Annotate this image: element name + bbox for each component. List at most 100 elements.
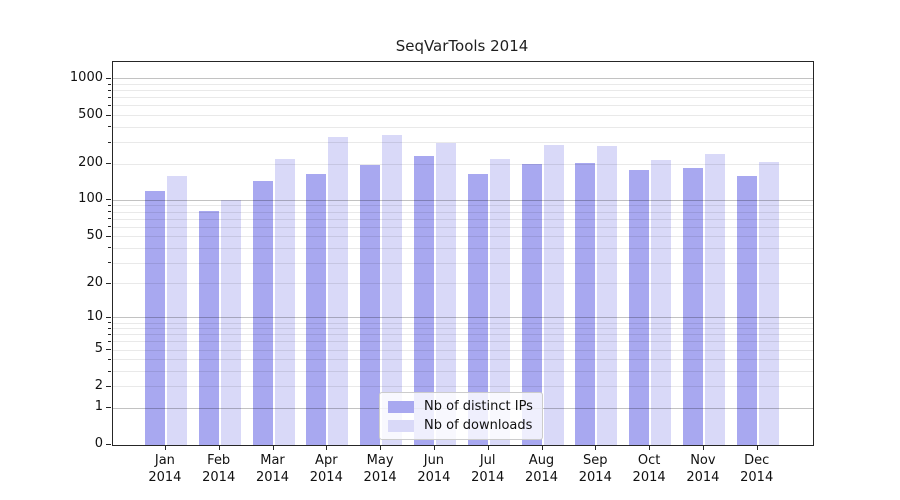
x-tick-mark-aug [541,445,543,450]
x-tick-mark-jul [487,445,489,450]
bar-downloads-jul [489,158,510,445]
y-minor-tick-mark-30 [108,262,111,264]
x-tick-mark-may [380,445,382,450]
legend-swatch-downloads [388,419,414,432]
y-tick-label-100: 100 [78,191,103,207]
y-tick-mark-20 [106,282,111,284]
grid-line-400 [113,126,813,128]
x-tick-mark-apr [326,445,328,450]
grid-line-9 [113,322,813,324]
grid-line-800 [113,90,813,92]
y-tick-label-20: 20 [86,274,103,290]
y-minor-tick-mark-90 [108,204,111,206]
x-tick-mark-nov [702,445,704,450]
bar-ips-mar [252,180,273,445]
y-tick-label-2: 2 [94,377,103,393]
x-tick-label-apr: Apr 2014 [309,453,343,485]
y-tick-mark-100 [106,199,111,201]
bar-ips-jan [144,190,165,445]
plot-area: Nb of distinct IPs Nb of downloads [112,61,814,446]
y-tick-label-200: 200 [78,155,103,170]
x-tick-mark-jun [433,445,435,450]
bar-downloads-jun [435,142,456,445]
bar-ips-apr [306,174,327,445]
y-tick-mark-1000 [106,77,111,79]
bar-ips-sep [575,162,596,445]
x-tick-mark-sep [595,445,597,450]
grid-line-40 [113,247,813,249]
grid-line-600 [113,105,813,107]
y-minor-tick-mark-6 [108,340,111,342]
bar-downloads-jan [166,175,187,445]
grid-line-700 [113,97,813,99]
y-tick-mark-200 [106,163,111,164]
x-tick-label-feb: Feb 2014 [202,453,236,485]
bar-ips-nov [682,168,703,445]
y-tick-mark-5 [106,349,111,351]
bar-downloads-dec [758,161,779,445]
grid-line-60 [113,226,813,228]
x-tick-mark-oct [649,445,651,450]
x-tick-label-nov: Nov 2014 [686,453,720,485]
legend-label-distinct-ips: Nb of distinct IPs [424,399,533,414]
bar-ips-oct [629,169,650,445]
bar-ips-jun [413,155,434,445]
grid-line-20 [113,283,813,285]
grid-line-90 [113,205,813,207]
chart-title: SeqVarTools 2014 [395,37,529,55]
grid-line-6 [113,341,813,343]
legend-label-downloads: Nb of downloads [424,418,533,433]
y-minor-tick-mark-80 [108,211,111,213]
grid-line-3 [113,371,813,373]
x-tick-label-aug: Aug 2014 [524,453,559,485]
y-minor-tick-mark-40 [108,247,111,249]
x-tick-mark-mar [272,445,274,450]
grid-line-80 [113,211,813,213]
y-minor-tick-mark-9 [108,322,111,323]
legend-swatch-distinct-ips [388,400,414,413]
grid-line-1000 [113,78,813,80]
y-minor-tick-mark-700 [108,96,111,98]
bar-ips-aug [521,164,542,445]
legend-item-downloads: Nb of downloads [380,418,542,434]
y-tick-mark-50 [106,235,111,237]
y-tick-label-500: 500 [78,106,103,122]
y-minor-tick-mark-800 [108,89,111,91]
grid-line-900 [113,84,813,86]
grid-line-5 [113,349,813,351]
bar-ips-jul [467,174,488,445]
y-minor-tick-mark-70 [108,218,111,220]
y-minor-tick-mark-300 [108,141,111,143]
grid-line-7 [113,334,813,336]
bar-downloads-may [382,135,403,445]
y-tick-mark-0 [106,444,111,445]
x-tick-label-jul: Jul 2014 [471,453,505,485]
y-tick-label-10: 10 [86,308,103,324]
bar-downloads-mar [274,158,295,445]
grid-line-100 [113,199,813,201]
y-tick-label-1: 1 [94,399,103,415]
bar-ips-may [360,165,381,445]
x-tick-mark-feb [218,445,220,450]
x-tick-label-may: May 2014 [363,453,397,485]
grid-line-4 [113,359,813,361]
bar-downloads-feb [220,200,241,445]
grid-line-10 [113,317,813,319]
y-minor-tick-mark-3 [108,370,111,372]
bar-downloads-nov [704,154,725,445]
y-tick-mark-500 [106,114,111,116]
grid-line-70 [113,218,813,220]
grid-line-8 [113,328,813,330]
grid-line-200 [113,163,813,165]
bar-downloads-apr [328,136,349,445]
grid-line-30 [113,262,813,264]
y-minor-tick-mark-60 [108,226,111,228]
x-tick-label-jun: Jun 2014 [417,453,451,485]
x-tick-label-mar: Mar 2014 [255,453,290,485]
grid-line-50 [113,236,813,238]
y-tick-mark-2 [106,385,111,387]
grid-line-2 [113,386,813,388]
bar-ips-feb [198,210,219,445]
y-tick-mark-10 [106,316,111,318]
